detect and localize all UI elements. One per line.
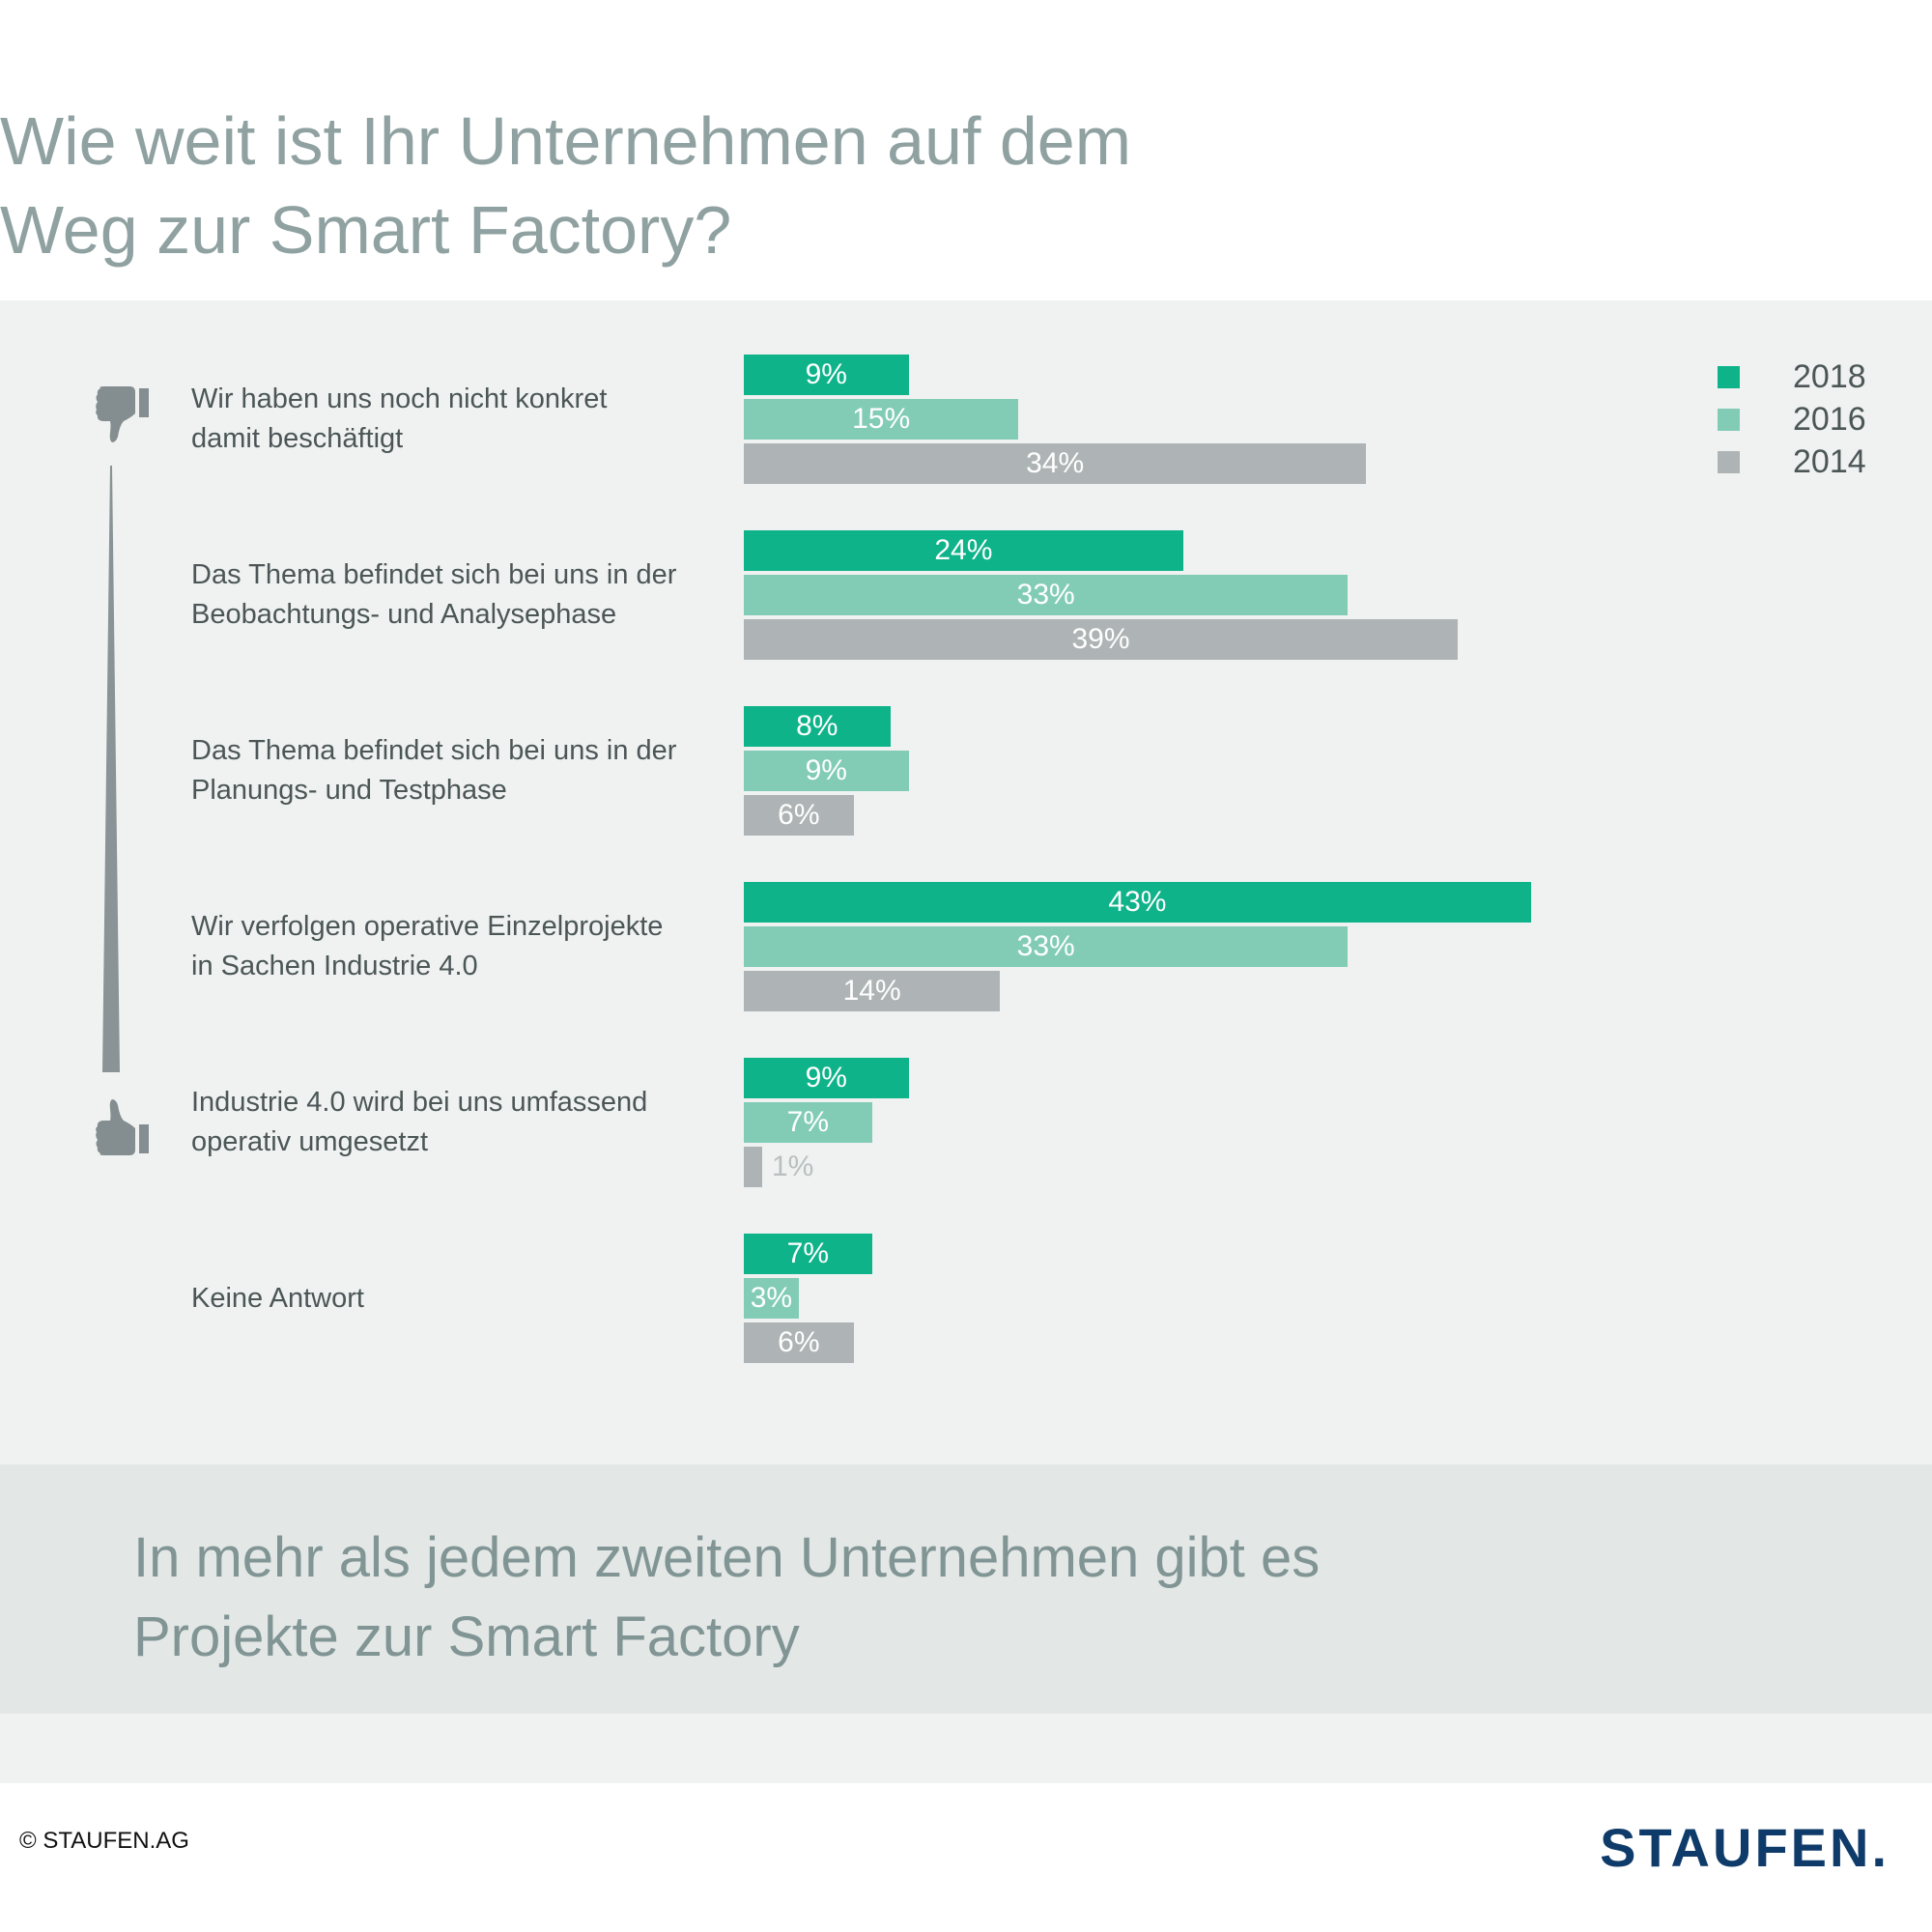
legend-label: 2014 xyxy=(1793,443,1866,480)
bar-2016-4 xyxy=(744,1102,872,1143)
category-label-line: Das Thema befindet sich bei uns in der xyxy=(191,559,677,590)
bar-value-label: 43% xyxy=(1108,886,1167,918)
copyright-text: © STAUFEN.AG xyxy=(19,1828,189,1854)
panel-bottom-strip xyxy=(0,1714,1932,1783)
bar-value-label: 3% xyxy=(750,1282,793,1314)
bar-value-label: 33% xyxy=(1016,930,1075,962)
conclusion-band xyxy=(0,1464,1932,1714)
thumbs-up-icon xyxy=(96,1099,149,1155)
chart-title-line-1: Wie weit ist Ihr Unternehmen auf dem xyxy=(0,103,1132,179)
legend-label: 2016 xyxy=(1793,401,1866,438)
category-label-line: damit beschäftigt xyxy=(191,423,404,454)
bar-value-label: 9% xyxy=(805,754,847,786)
category-label: Das Thema befindet sich bei uns in der P… xyxy=(191,731,732,810)
bar-value-label: 14% xyxy=(842,975,901,1007)
category-label-line: Wir verfolgen operative Einzelprojekte xyxy=(191,911,664,942)
category-label: Industrie 4.0 wird bei uns umfassend ope… xyxy=(191,1083,732,1162)
category-label: Wir verfolgen operative Einzelprojekte i… xyxy=(191,907,732,986)
category-label-line: in Sachen Industrie 4.0 xyxy=(191,951,478,981)
legend-swatch xyxy=(1718,409,1740,431)
bar-2016-2 xyxy=(744,751,909,791)
chart-title: Wie weit ist Ihr Unternehmen auf dem Weg… xyxy=(0,97,1352,274)
bar-2016-0 xyxy=(744,399,1019,440)
bar-2014-3 xyxy=(744,971,1001,1011)
bar-2016-1 xyxy=(744,575,1349,615)
bar-2018-2 xyxy=(744,706,891,747)
bar-value-label: 1% xyxy=(771,1151,814,1182)
bar-value-label: 6% xyxy=(778,799,820,831)
bar-2014-1 xyxy=(744,619,1459,660)
bar-value-label: 7% xyxy=(786,1106,829,1138)
category-label-line: Wir haben uns noch nicht konkret xyxy=(191,384,608,414)
bar-value-label: 9% xyxy=(805,358,847,390)
category-label: Keine Antwort xyxy=(191,1279,732,1319)
bar-2014-5 xyxy=(744,1322,854,1363)
category-label-line: operativ umgesetzt xyxy=(191,1126,429,1157)
bar-2018-5 xyxy=(744,1234,872,1274)
tapered-scale-line xyxy=(102,466,120,1072)
bar-value-label: 33% xyxy=(1016,579,1075,611)
bar-value-label: 24% xyxy=(934,534,993,566)
bar-value-label: 7% xyxy=(786,1237,829,1269)
bar-value-label: 39% xyxy=(1071,623,1130,655)
category-label-line: Das Thema befindet sich bei uns in der xyxy=(191,735,677,766)
chart-title-line-2: Weg zur Smart Factory? xyxy=(0,192,732,268)
bar-2018-1 xyxy=(744,530,1183,571)
category-label: Wir haben uns noch nicht konkret damit b… xyxy=(191,380,732,459)
bar-value-label: 8% xyxy=(796,710,838,742)
category-label-line: Planungs- und Testphase xyxy=(191,775,507,806)
bar-2018-4 xyxy=(744,1058,909,1098)
conclusion-line-1: In mehr als jedem zweiten Unternehmen gi… xyxy=(133,1526,1321,1589)
bar-value-label: 15% xyxy=(852,403,911,435)
bar-value-label: 34% xyxy=(1026,447,1085,479)
category-label: Das Thema befindet sich bei uns in der B… xyxy=(191,555,732,635)
thumbs-down-icon xyxy=(96,386,149,442)
bar-2018-3 xyxy=(744,882,1531,923)
bar-2014-2 xyxy=(744,795,854,836)
staufen-logo: STAUFEN. xyxy=(1600,1817,1889,1878)
bar-2016-3 xyxy=(744,926,1349,967)
legend-swatch xyxy=(1718,451,1740,473)
bar-value-label: 6% xyxy=(778,1326,820,1358)
conclusion-text: In mehr als jedem zweiten Unternehmen gi… xyxy=(133,1519,1776,1677)
bar-2018-0 xyxy=(744,355,909,395)
bar-2014-0 xyxy=(744,443,1367,484)
category-label-line: Beobachtungs- und Analysephase xyxy=(191,599,617,630)
conclusion-line-2: Projekte zur Smart Factory xyxy=(133,1605,800,1668)
category-label-line: Industrie 4.0 wird bei uns umfassend xyxy=(191,1087,648,1118)
bar-value-label: 9% xyxy=(805,1062,847,1094)
legend-swatch xyxy=(1718,366,1740,388)
bar-2016-5 xyxy=(744,1278,799,1319)
legend-label: 2018 xyxy=(1793,358,1866,395)
category-label-line: Keine Antwort xyxy=(191,1283,364,1314)
bar-2014-4 xyxy=(744,1147,762,1187)
